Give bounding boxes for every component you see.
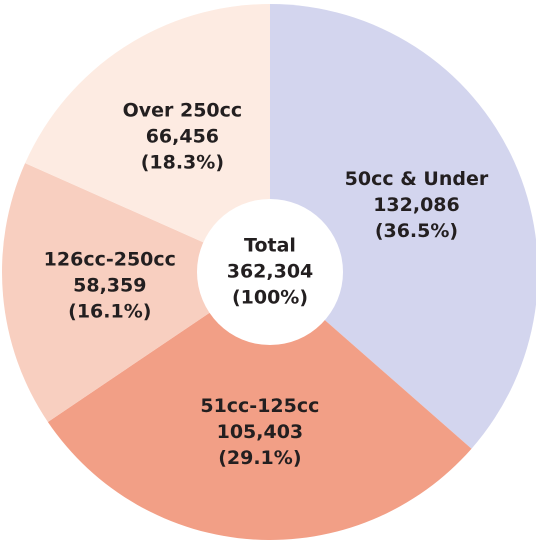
wedge — [25, 4, 271, 272]
slice-label: Over 250cc — [123, 100, 243, 122]
slice-label: 50cc & Under — [345, 168, 489, 190]
wedge — [270, 4, 536, 449]
slice-percent: (16.1%) — [68, 301, 151, 323]
slice-percent: (36.5%) — [375, 220, 458, 242]
slice-percent: (18.3%) — [141, 152, 224, 174]
total-percent: (100%) — [232, 287, 308, 309]
slice-percent: (29.1%) — [218, 447, 301, 469]
total-value: 362,304 — [227, 261, 314, 283]
slice-label: 51cc-125cc — [200, 395, 319, 417]
wedge — [1, 163, 270, 422]
slice-value: 105,403 — [217, 421, 304, 443]
slice-value: 132,086 — [373, 194, 460, 216]
wedge — [47, 272, 472, 540]
center-hole — [197, 199, 343, 345]
slice-label: 126cc-250cc — [44, 249, 176, 271]
total-title: Total — [244, 235, 296, 257]
slice-value: 58,359 — [73, 275, 146, 297]
slice-value: 66,456 — [146, 126, 219, 148]
